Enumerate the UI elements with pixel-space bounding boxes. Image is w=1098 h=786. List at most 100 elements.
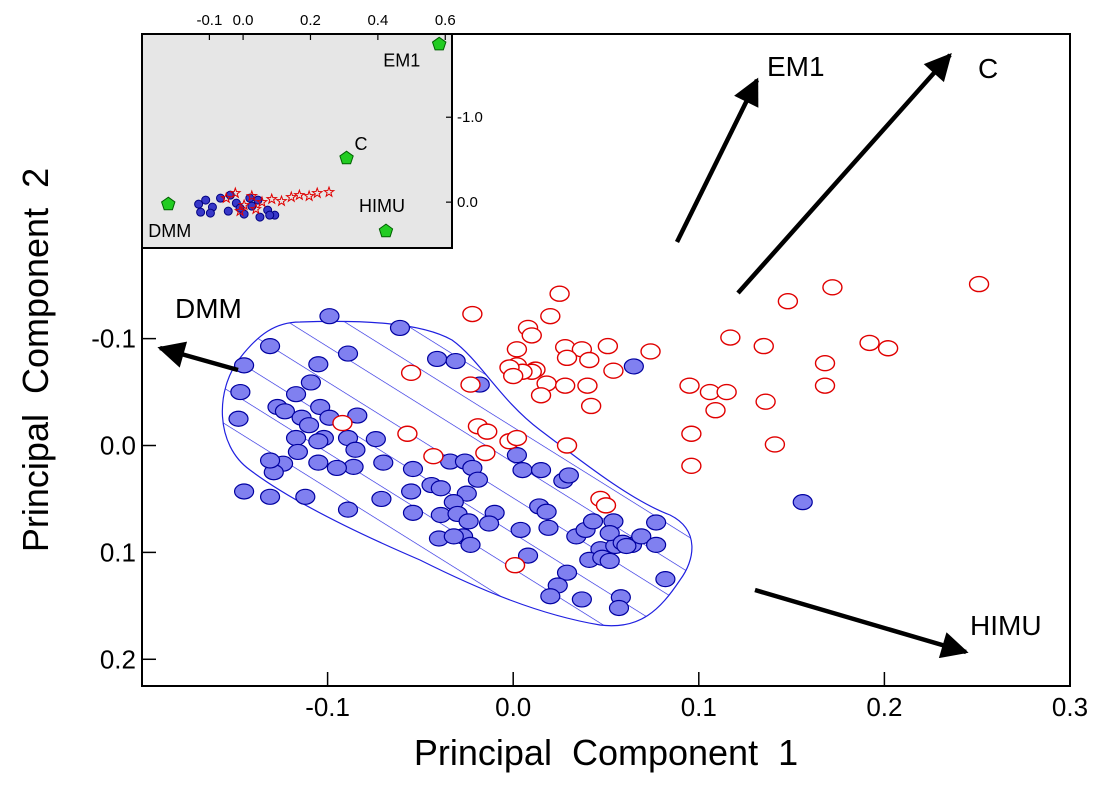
- point: [347, 407, 368, 424]
- point: [295, 488, 316, 505]
- point: [308, 356, 329, 373]
- annotation: HIMU: [970, 610, 1042, 641]
- point: [681, 425, 702, 442]
- x-tick-label: -0.1: [305, 692, 350, 722]
- annotation: EM1: [767, 51, 825, 82]
- point: [427, 350, 448, 368]
- point: [400, 364, 422, 382]
- point: [220, 191, 233, 204]
- series: [332, 275, 990, 574]
- point: [285, 190, 298, 203]
- y-tick-label: 0.2: [100, 644, 136, 674]
- point: [458, 513, 479, 530]
- point: [345, 441, 366, 458]
- y-tick-label: 0.0: [100, 431, 136, 461]
- point: [475, 444, 496, 462]
- point: [556, 437, 578, 454]
- point: [326, 459, 347, 477]
- point: [401, 483, 422, 500]
- x-tick-label: 0.4: [367, 12, 388, 29]
- x-tick-label: 0.0: [233, 12, 254, 29]
- point: [371, 490, 392, 508]
- point: [716, 383, 737, 401]
- point: [343, 458, 364, 475]
- point: [255, 212, 265, 222]
- x-axis-title: Principal Component 1: [414, 732, 798, 773]
- point: [599, 552, 620, 570]
- point: [431, 36, 447, 51]
- point: [631, 528, 652, 545]
- x-tick-label: 0.6: [435, 12, 456, 29]
- point: [298, 417, 320, 434]
- point: [322, 185, 336, 198]
- y-tick-label: 0.1: [100, 537, 136, 567]
- point: [373, 454, 394, 471]
- point: [233, 357, 255, 374]
- point: [293, 188, 306, 201]
- point: [506, 429, 528, 447]
- point: [332, 414, 353, 432]
- point: [521, 327, 542, 344]
- arrow: [736, 52, 952, 295]
- point: [308, 433, 329, 450]
- point: [608, 599, 630, 617]
- point: [255, 195, 269, 208]
- point: [595, 497, 617, 514]
- point: [822, 279, 843, 296]
- plot-frame: [141, 33, 1071, 687]
- point: [655, 571, 676, 588]
- point: [764, 436, 786, 453]
- point: [478, 515, 500, 532]
- arrow: [754, 587, 969, 659]
- point: [229, 186, 242, 199]
- inset-plot: -0.1 0.0 0.2 0.4 0.6 0.0 -1.0 DMM EM1 C HIMU: [141, 12, 483, 249]
- point: [265, 192, 278, 205]
- point: [477, 423, 498, 440]
- x-tick-label: 0.0: [495, 692, 531, 722]
- point: [311, 186, 324, 199]
- series: [220, 185, 336, 217]
- point: [577, 377, 598, 394]
- arrow: [157, 341, 239, 373]
- point: [274, 403, 296, 420]
- point-label: EM1: [383, 50, 420, 70]
- point: [308, 454, 329, 471]
- point: [646, 514, 667, 531]
- point: [275, 194, 288, 207]
- point: [540, 588, 561, 605]
- point: [681, 457, 702, 475]
- point: [646, 536, 667, 554]
- point: [402, 460, 424, 478]
- point: [245, 189, 259, 202]
- point: [456, 485, 477, 502]
- point: [603, 362, 624, 379]
- y-axis-title: Principal Component 2: [15, 168, 56, 552]
- point-label: HIMU: [359, 196, 405, 216]
- point: [792, 494, 813, 511]
- inset-frame: [141, 33, 453, 249]
- point: [460, 376, 481, 393]
- point: [580, 397, 602, 415]
- point: [287, 443, 309, 461]
- point: [504, 557, 526, 574]
- point: [259, 452, 281, 469]
- point: [540, 307, 561, 325]
- point: [536, 503, 557, 520]
- y-tick-label: -1.0: [457, 109, 483, 126]
- arrow: [674, 77, 760, 243]
- point: [616, 537, 637, 555]
- point: [556, 349, 578, 367]
- point: [506, 341, 528, 358]
- point: [753, 337, 774, 355]
- point: [859, 334, 880, 352]
- point: [196, 207, 206, 217]
- point: [679, 377, 700, 394]
- point: [720, 329, 741, 346]
- point: [599, 525, 620, 542]
- point: [430, 480, 451, 497]
- point: [640, 343, 661, 360]
- point: [337, 345, 359, 362]
- point: [597, 337, 619, 355]
- point: [571, 591, 592, 608]
